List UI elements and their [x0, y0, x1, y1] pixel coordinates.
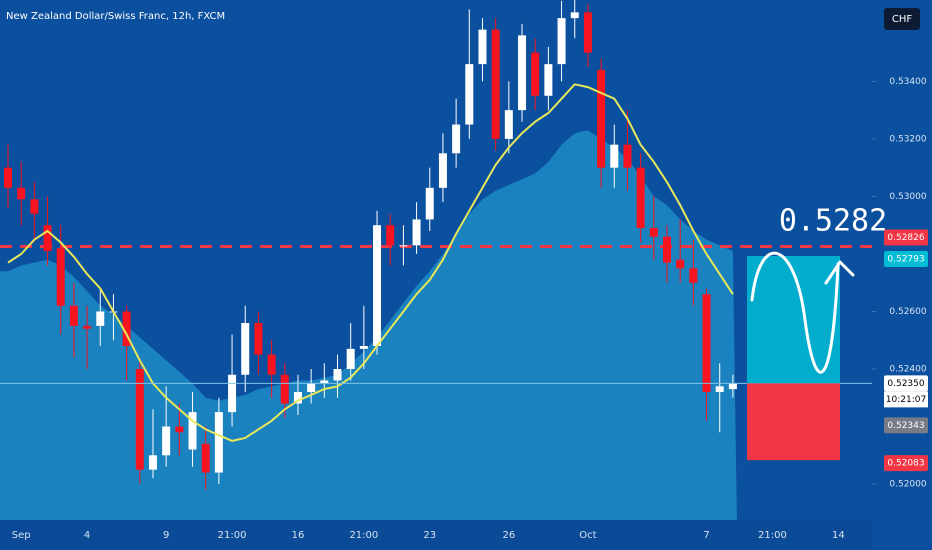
candle-body — [570, 12, 579, 19]
x-tick-label: 21:00 — [758, 530, 787, 541]
candle-body — [293, 392, 302, 404]
candle-body — [175, 426, 184, 433]
candle-body — [597, 69, 606, 168]
x-tick-label: 26 — [502, 530, 515, 541]
moving-average — [7, 83, 734, 442]
candle-body — [544, 64, 553, 96]
x-tick-label: 9 — [163, 530, 169, 541]
x-tick-label: 7 — [703, 530, 709, 541]
price-label-box — [884, 229, 928, 246]
price-label: 0.52350 — [887, 379, 924, 389]
candle-body — [636, 167, 645, 229]
y-tick-label: 0.53400 — [889, 77, 926, 87]
candle-body — [518, 35, 527, 111]
countdown-box — [884, 391, 928, 408]
candle-body — [43, 225, 52, 252]
candle-body — [307, 383, 316, 393]
candle-body — [412, 219, 421, 246]
candle-body — [4, 167, 12, 188]
currency-button-label[interactable]: CHF — [892, 14, 913, 25]
price-label-box — [884, 375, 928, 392]
candle-body — [689, 268, 698, 283]
candle-body — [162, 426, 171, 456]
candle-body — [649, 228, 658, 237]
x-tick-label: 14 — [832, 530, 845, 541]
candle-body — [478, 29, 487, 65]
candle-body — [241, 322, 250, 375]
x-tick-label: 23 — [423, 530, 436, 541]
candle-body — [333, 369, 342, 381]
plot-area — [0, 0, 872, 521]
price-label-box — [884, 455, 928, 472]
candle-body — [148, 455, 157, 470]
wave-arrow — [750, 251, 855, 374]
candle-body — [214, 412, 223, 473]
candle-body — [583, 12, 592, 53]
candle-body — [663, 236, 671, 263]
x-tick-label: Oct — [579, 530, 596, 541]
candle-body — [676, 259, 685, 269]
y-tick-label: 0.52000 — [889, 480, 926, 490]
price-label: 0.52343 — [887, 421, 924, 431]
candle-body — [452, 124, 461, 154]
candle-body — [438, 153, 447, 188]
candle-body — [320, 380, 329, 384]
candle-body — [702, 294, 711, 393]
countdown: 10:21:07 — [886, 395, 926, 405]
x-tick-label: Sep — [12, 530, 31, 541]
candle-body — [280, 374, 289, 404]
y-tick-label: 0.52400 — [889, 365, 926, 375]
candle-body — [122, 311, 131, 346]
candle-body — [346, 348, 355, 370]
candle-body — [623, 144, 632, 168]
price-label: 0.52826 — [887, 233, 924, 243]
price-label: 0.52793 — [887, 254, 924, 264]
candle-body — [17, 187, 26, 200]
y-tick-label: 0.53000 — [889, 192, 926, 202]
price-label-box — [884, 250, 928, 267]
stop-zone — [747, 383, 840, 461]
candle-body — [188, 412, 197, 450]
candle-body — [201, 443, 210, 473]
candle-body — [83, 325, 92, 329]
y-tick-label: 0.53200 — [889, 134, 926, 144]
candle-body — [254, 322, 263, 355]
x-tick-label: 16 — [292, 530, 305, 541]
candle-body — [386, 225, 395, 246]
currency-button[interactable] — [884, 8, 920, 30]
candle-body — [373, 225, 382, 346]
candle-body — [267, 354, 276, 375]
candle-body — [135, 369, 144, 470]
y-tick-label: 0.52600 — [889, 307, 926, 317]
x-tick-label: 4 — [84, 530, 90, 541]
candle-body — [728, 383, 737, 390]
candle-body — [69, 305, 78, 326]
area — [0, 130, 737, 521]
price-label-box — [884, 417, 928, 434]
candle-body — [610, 144, 619, 168]
candle-body — [425, 187, 434, 220]
target-zone — [747, 255, 840, 384]
candle-body — [531, 52, 540, 96]
candle-body — [228, 374, 237, 413]
candle-body — [504, 110, 513, 139]
candle-body — [359, 345, 368, 349]
x-tick-label: 21:00 — [218, 530, 247, 541]
target-annotation: 0.5282 — [779, 204, 887, 239]
candle-body — [715, 386, 724, 393]
candle-body — [96, 311, 105, 326]
price-label: 0.52083 — [887, 459, 924, 469]
x-tick-label: 21:00 — [349, 530, 378, 541]
candle-body — [557, 18, 566, 65]
time-axis — [0, 520, 872, 550]
candle-body — [399, 245, 408, 247]
candle-body — [491, 29, 500, 139]
candle-body — [465, 64, 474, 125]
candle-body — [30, 199, 39, 214]
chart-title: New Zealand Dollar/Swiss Franc, 12h, FXC… — [6, 11, 225, 22]
candle-body — [56, 248, 65, 306]
